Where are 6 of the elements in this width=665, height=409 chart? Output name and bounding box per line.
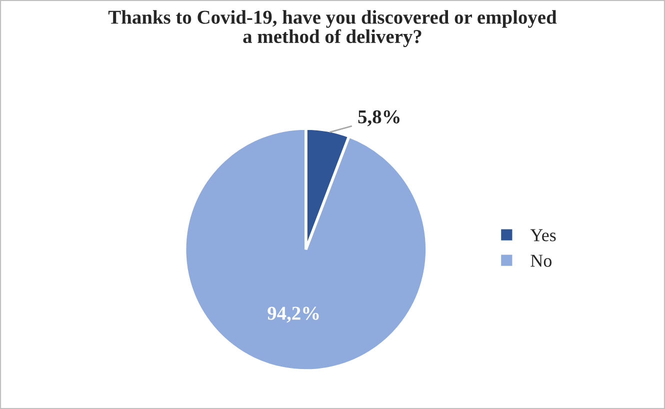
pie-slice xyxy=(183,127,428,372)
data-label: 5,8% xyxy=(358,110,400,126)
legend-label: Yes xyxy=(530,229,556,242)
chart-title: Thanks to Covid-19, have you discovered or employed a method of delivery? xyxy=(108,10,557,48)
legend-label: No xyxy=(530,254,552,267)
data-label: 94,2% xyxy=(268,306,319,323)
